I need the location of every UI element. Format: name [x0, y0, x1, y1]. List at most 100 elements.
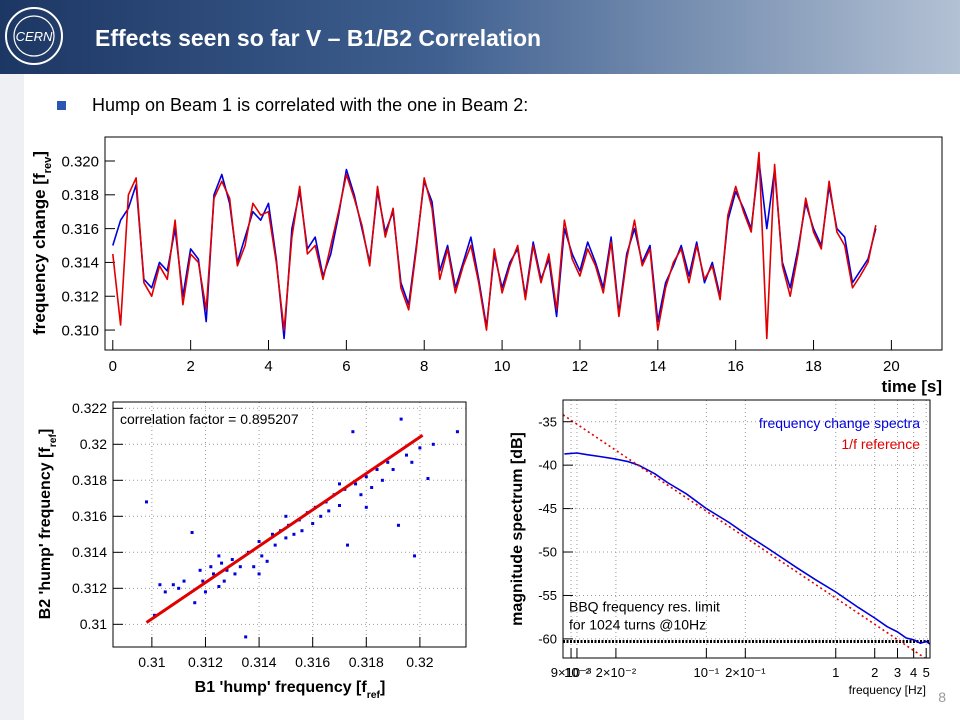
scatter-point	[209, 565, 213, 569]
scatter-point	[380, 478, 384, 482]
scatter-point	[217, 554, 221, 558]
scatter-point	[265, 559, 269, 563]
x-tick-label: 2×10⁻¹	[725, 665, 766, 680]
scatter-point	[163, 590, 167, 594]
axis-label-part: ]	[380, 679, 385, 696]
scatter-point	[426, 477, 430, 481]
scatter-point	[311, 522, 315, 526]
scatter-point	[351, 430, 355, 434]
legend-entry: frequency change spectra	[759, 415, 920, 431]
scatter-point	[193, 601, 197, 605]
x-tick-label: 4	[910, 665, 917, 680]
scatter-point	[455, 430, 459, 434]
scatter-point	[391, 468, 395, 472]
x-tick-label: 1	[832, 665, 839, 680]
scatter-point	[220, 561, 224, 565]
y-tick-label: 0.31	[80, 616, 107, 632]
scatter-point	[270, 532, 274, 536]
x-axis-label: frequency [Hz]	[849, 683, 926, 697]
y-tick-label: 0.322	[72, 400, 107, 416]
scatter-point	[354, 482, 358, 486]
scatter-point	[190, 531, 194, 535]
scatter-point	[212, 572, 216, 576]
x-tick-label: 20	[883, 358, 900, 375]
x-tick-label: 0.32	[406, 654, 433, 670]
y-tick-label: -55	[538, 588, 557, 603]
scatter-point	[203, 590, 207, 594]
y-tick-label: 0.310	[61, 322, 99, 339]
scatter-point	[257, 540, 261, 544]
axis-label-part: rev	[42, 156, 54, 173]
scatter-point	[145, 500, 149, 504]
plot-frame	[112, 401, 467, 648]
plot-frame	[562, 399, 931, 659]
y-tick-label: 0.312	[72, 580, 107, 596]
scatter-point	[327, 509, 331, 513]
series-line	[112, 151, 877, 340]
scatter-point	[284, 536, 288, 540]
x-tick-label: 8	[420, 358, 428, 375]
logo: CERN	[5, 7, 63, 65]
plot-marks	[112, 151, 877, 340]
x-tick-label: 14	[649, 358, 666, 375]
series-line	[564, 452, 930, 645]
scatter-point	[252, 565, 256, 569]
scatter-point	[238, 565, 242, 569]
scatter-point	[257, 572, 261, 576]
axis-label-part: B2 'hump' frequency [f	[37, 447, 54, 620]
y-tick-label: 0.318	[61, 187, 99, 204]
x-tick-label: 0.314	[242, 654, 277, 670]
plot-area	[105, 137, 942, 350]
slide-title: Effects seen so far V – B1/B2 Correlatio…	[95, 25, 541, 51]
scatter-point	[177, 586, 181, 590]
x-axis-label: time [s]	[882, 377, 942, 396]
scatter-point	[284, 514, 288, 518]
chart: 0.31 0.312 0.314 0.316 0.318 0.32 0.322 0.31 0.3…	[72, 400, 467, 670]
y-tick-label: -35	[538, 414, 557, 429]
axis-label-part: ref	[367, 690, 381, 701]
scatter-point	[198, 568, 202, 572]
fit-line	[145, 434, 424, 624]
scatter-point	[158, 583, 162, 587]
x-tick-label: 6	[342, 358, 350, 375]
axis-label-part: ]	[37, 429, 54, 434]
scatter-point	[230, 558, 234, 562]
plot-marks	[145, 417, 459, 639]
axis-label-part: B1 'hump' frequency [f	[195, 679, 368, 696]
scatter-point	[375, 468, 379, 472]
y-tick-label: 0.316	[61, 221, 99, 238]
x-tick-label: 2	[186, 358, 194, 375]
axis-label-part: ref	[48, 433, 59, 447]
scatter-point	[217, 585, 221, 589]
scatter-point	[364, 475, 368, 479]
scatter-point	[201, 579, 205, 583]
axis-label-part: frequency change [f	[30, 173, 49, 335]
x-tick-label: 10	[494, 358, 511, 375]
side-band	[0, 74, 24, 720]
y-axis-label: B2 'hump' frequency [fref]	[37, 429, 59, 620]
series-line	[563, 414, 927, 658]
header-bar	[0, 0, 960, 74]
scatter-point	[370, 486, 374, 490]
plot-marks	[563, 414, 930, 658]
bullet-text: Hump on Beam 1 is correlated with the on…	[92, 95, 528, 115]
limit-label: BBQ frequency res. limit	[569, 598, 720, 614]
annotation: correlation factor = 0.895207	[120, 411, 299, 427]
y-tick-label: 0.320	[61, 153, 99, 170]
scatter-point	[182, 579, 186, 583]
chart: -35 -40 -45 -50 -55 -60 9×10⁻³10⁻² 2×10⁻² 10⁻¹ 2×…	[538, 399, 931, 680]
x-axis-label: B1 'hump' frequency [fref]	[195, 679, 386, 701]
scatter-point	[431, 442, 435, 446]
scatter-point	[225, 568, 229, 572]
scatter-point	[410, 460, 414, 464]
y-axis-label: magnitude spectrum [dB]	[509, 432, 526, 626]
y-tick-label: -60	[538, 631, 557, 646]
scatter-point	[319, 514, 323, 518]
x-tick-label: 10⁻²	[564, 665, 590, 680]
page-number: 8	[938, 689, 946, 705]
x-tick-label: 9×10⁻³	[551, 665, 592, 680]
x-tick-label: 0.312	[188, 654, 223, 670]
scatter-point	[337, 482, 341, 486]
bullet-icon	[57, 101, 66, 110]
